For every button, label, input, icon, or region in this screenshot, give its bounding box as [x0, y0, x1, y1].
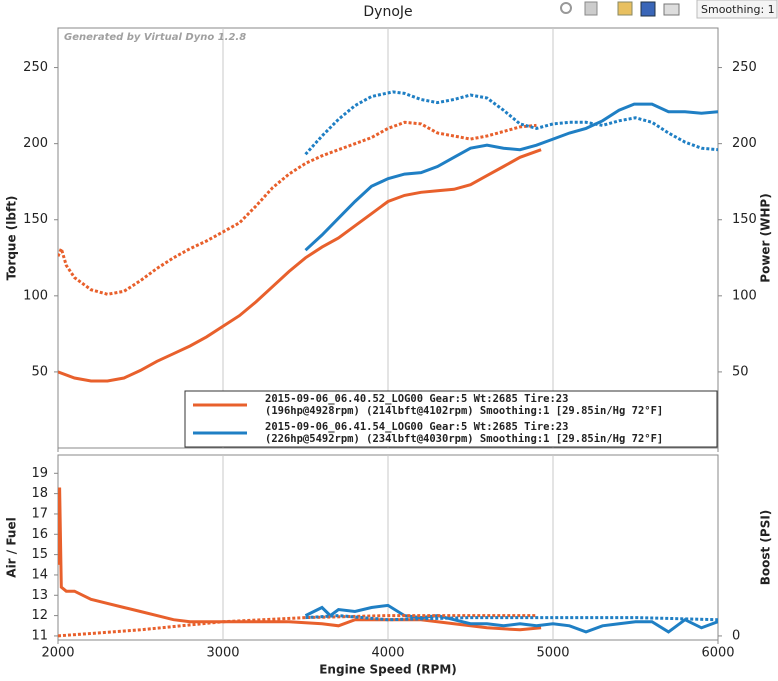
y-axis-label: Air / Fuel [5, 517, 19, 577]
y2-axis-label: Boost (PSI) [759, 510, 773, 586]
x-tick-label: 2000 [41, 646, 74, 661]
y2-tick-label: 100 [732, 288, 757, 303]
series-line [304, 90, 718, 156]
series-line [304, 102, 718, 252]
x-tick-label: 4000 [371, 646, 404, 661]
y2-tick-label: 250 [732, 60, 757, 75]
y2-tick-label: 150 [732, 212, 757, 227]
legend-label: 2015-09-06_06.41.54_LOG00 Gear:5 Wt:2685… [265, 421, 568, 433]
y-axis-label: Torque (lbft) [5, 196, 19, 281]
brush-icon[interactable] [584, 1, 598, 16]
legend-label: (226hp@5492rpm) (234lbft@4030rpm) Smooth… [265, 433, 663, 445]
y-tick-label: 200 [23, 136, 48, 151]
x-tick-label: 5000 [536, 646, 569, 661]
legend-label: 2015-09-06_06.40.52_LOG00 Gear:5 Wt:2685… [265, 393, 568, 405]
zoom-icon[interactable] [560, 2, 572, 14]
y-tick-label: 13 [31, 588, 48, 603]
y2-tick-label: 200 [732, 136, 757, 151]
legend-box [184, 390, 718, 448]
series-line [58, 120, 537, 296]
y-tick-label: 150 [23, 212, 48, 227]
series-line [305, 614, 718, 622]
y-tick-label: 18 [31, 486, 48, 501]
save-icon[interactable] [640, 1, 656, 17]
copy-icon[interactable] [617, 1, 633, 16]
series-line [304, 603, 718, 634]
y-tick-label: 17 [31, 506, 48, 521]
smoothing-dropdown[interactable] [696, 0, 778, 19]
y2-tick-label: 0 [732, 628, 740, 643]
y2-axis-label: Power (WHP) [759, 193, 773, 282]
watermark: Generated by Virtual Dyno 1.2.8 [64, 32, 246, 43]
y-tick-label: 100 [23, 288, 48, 303]
y-tick-label: 12 [31, 608, 48, 623]
legend-label: (196hp@4928rpm) (214lbft@4102rpm) Smooth… [265, 405, 663, 417]
x-tick-label: 6000 [701, 646, 734, 661]
toolbar: Smoothing: 1 [560, 0, 778, 19]
window-title: DynoJe [363, 4, 412, 20]
x-axis-label: Engine Speed (RPM) [319, 663, 457, 677]
y-tick-label: 19 [31, 466, 48, 481]
series-line [58, 148, 542, 383]
y-tick-label: 15 [31, 547, 48, 562]
y-tick-label: 14 [31, 567, 48, 582]
x-tick-label: 3000 [206, 646, 239, 661]
print-icon[interactable] [663, 3, 680, 16]
y-tick-label: 11 [31, 628, 48, 643]
y-tick-label: 250 [23, 60, 48, 75]
y-tick-label: 16 [31, 527, 48, 542]
y-tick-label: 50 [31, 364, 48, 379]
smoothing-label: Smoothing: 1 [701, 3, 775, 16]
y2-tick-label: 50 [732, 364, 749, 379]
series-line [58, 614, 537, 638]
